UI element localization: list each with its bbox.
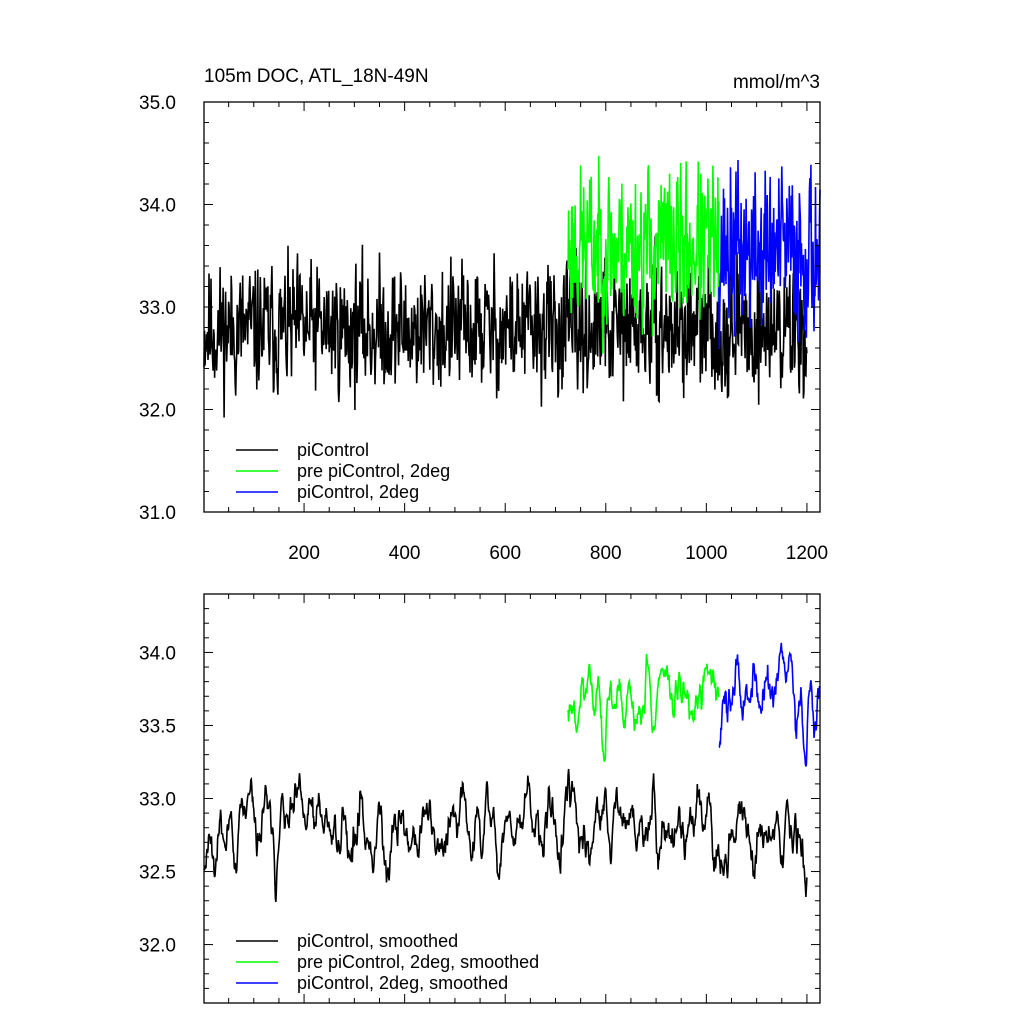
y-tick-label: 32.0: [139, 936, 176, 957]
y-tick-label: 35.0: [139, 93, 176, 114]
series-line-2: [718, 159, 821, 350]
y-tick-label: 32.0: [139, 401, 176, 422]
y-tick-label: 34.0: [139, 643, 176, 664]
y-tick-label: 33.0: [139, 298, 176, 319]
series-line-2: [718, 642, 821, 767]
y-tick-label: 31.0: [139, 503, 176, 524]
x-tick-label: 600: [489, 543, 521, 564]
series-line-0: [203, 236, 808, 418]
y-tick-label: 33.5: [139, 716, 176, 737]
legend-label: piControl, 2deg, smoothed: [297, 973, 508, 993]
top-panel: 200 400 600 800 1000 1200 31.0 32.0 33.0 34.0 35.0…: [139, 93, 828, 564]
y-tick-label: 32.5: [139, 863, 176, 884]
y-tick-label: 34.0: [139, 196, 176, 217]
x-tick-label: 400: [389, 543, 421, 564]
legend-label: piControl, 2deg: [297, 482, 419, 502]
series-line-1: [567, 653, 720, 762]
units-label: mmol/m^3: [733, 72, 820, 93]
chart-title: 105m DOC, ATL_18N-49N: [204, 66, 429, 87]
series-line-1: [567, 155, 720, 354]
x-tick-label: 200: [288, 543, 320, 564]
x-tick-label: 1000: [685, 543, 727, 564]
x-tick-label: 800: [590, 543, 622, 564]
legend-label: piControl, smoothed: [297, 931, 458, 951]
legend-label: pre piControl, 2deg: [297, 461, 450, 481]
legend-label: pre piControl, 2deg, smoothed: [297, 952, 539, 972]
legend-label: piControl: [297, 440, 369, 460]
series-line-0: [203, 768, 808, 903]
x-tick-label: 1200: [786, 543, 828, 564]
y-tick-label: 33.0: [139, 790, 176, 811]
